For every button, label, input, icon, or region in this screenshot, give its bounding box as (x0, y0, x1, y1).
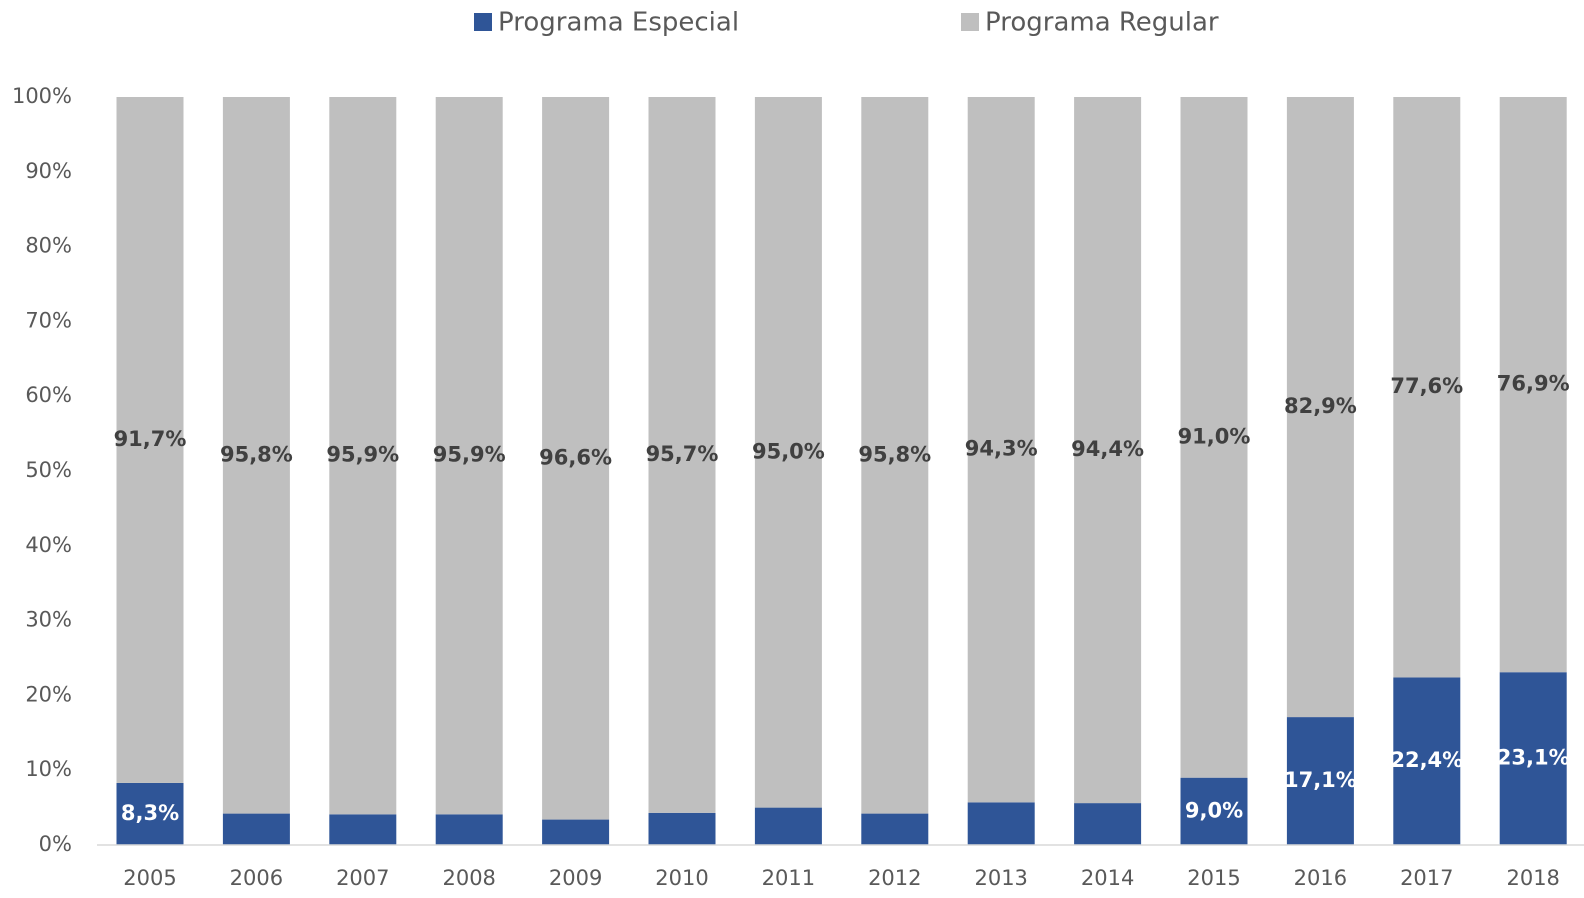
data-label: 96,6% (539, 445, 612, 469)
y-tick-label: 50% (25, 458, 72, 482)
bar-segment (222, 813, 290, 845)
bar-segment (861, 97, 929, 814)
x-tick-label: 2018 (1506, 866, 1559, 890)
bar-segment (754, 807, 822, 845)
bar-segment (1286, 717, 1354, 845)
x-tick-label: 2010 (655, 866, 708, 890)
data-label: 77,6% (1390, 374, 1463, 398)
y-tick-label: 60% (25, 383, 72, 407)
bar-segment (542, 97, 610, 820)
legend-swatch (474, 13, 492, 31)
bar-segment (1180, 777, 1248, 845)
bar-segment (1393, 677, 1461, 845)
y-tick-label: 80% (25, 234, 72, 258)
x-tick-label: 2005 (123, 866, 176, 890)
data-label: 9,0% (1185, 798, 1243, 822)
bar-segment (1286, 97, 1354, 718)
bar-segment (1499, 97, 1567, 673)
y-tick-label: 30% (25, 608, 72, 632)
bar-segment (648, 97, 716, 813)
x-tick-label: 2009 (549, 866, 602, 890)
x-tick-label: 2016 (1294, 866, 1347, 890)
data-label: 8,3% (121, 801, 179, 825)
data-label: 22,4% (1390, 748, 1463, 772)
bar-segment (1074, 97, 1142, 804)
data-label: 91,0% (1178, 424, 1251, 448)
y-tick-label: 20% (25, 682, 72, 706)
data-label: 94,3% (965, 437, 1038, 461)
bar-segment (435, 97, 503, 815)
x-tick-label: 2015 (1187, 866, 1240, 890)
bar-segment (329, 97, 397, 815)
y-tick-label: 10% (25, 757, 72, 781)
bar-segment (967, 97, 1035, 803)
x-tick-label: 2017 (1400, 866, 1453, 890)
y-tick-label: 90% (25, 159, 72, 183)
legend-label: Programa Especial (498, 8, 739, 38)
bar-segment (1180, 97, 1248, 778)
x-tick-label: 2012 (868, 866, 921, 890)
data-label: 82,9% (1284, 394, 1357, 418)
bar-segment (648, 812, 716, 845)
data-label: 95,0% (752, 439, 825, 463)
legend-label: Programa Regular (985, 8, 1219, 38)
data-label: 17,1% (1284, 768, 1357, 792)
x-tick-label: 2013 (974, 866, 1027, 890)
data-label: 94,4% (1071, 437, 1144, 461)
data-label: 95,8% (220, 442, 293, 466)
x-tick-label: 2011 (762, 866, 815, 890)
bar-segment (435, 814, 503, 845)
data-label: 76,9% (1497, 372, 1570, 396)
bar-segment (967, 802, 1035, 845)
data-label: 91,7% (114, 427, 187, 451)
data-label: 95,7% (646, 442, 719, 466)
y-tick-label: 40% (25, 533, 72, 557)
y-tick-label: 70% (25, 308, 72, 332)
bar-segment (754, 97, 822, 808)
bar-segment (116, 782, 184, 845)
x-tick-label: 2007 (336, 866, 389, 890)
bar-segment (116, 97, 184, 783)
x-tick-label: 2008 (442, 866, 495, 890)
y-tick-label: 100% (12, 84, 72, 108)
bar-segment (861, 813, 929, 845)
bar-segment (222, 97, 290, 814)
bar-segment (329, 814, 397, 845)
x-tick-label: 2014 (1081, 866, 1134, 890)
bar-segment (1393, 97, 1461, 678)
y-tick-label: 0% (39, 832, 72, 856)
bar-segment (1499, 672, 1567, 845)
x-tick-label: 2006 (230, 866, 283, 890)
bar-segment (1074, 803, 1142, 845)
bar-segment (542, 819, 610, 845)
data-label: 95,9% (326, 443, 399, 467)
data-label: 23,1% (1497, 746, 1570, 770)
data-label: 95,8% (858, 442, 931, 466)
legend-swatch (961, 13, 979, 31)
data-label: 95,9% (433, 443, 506, 467)
